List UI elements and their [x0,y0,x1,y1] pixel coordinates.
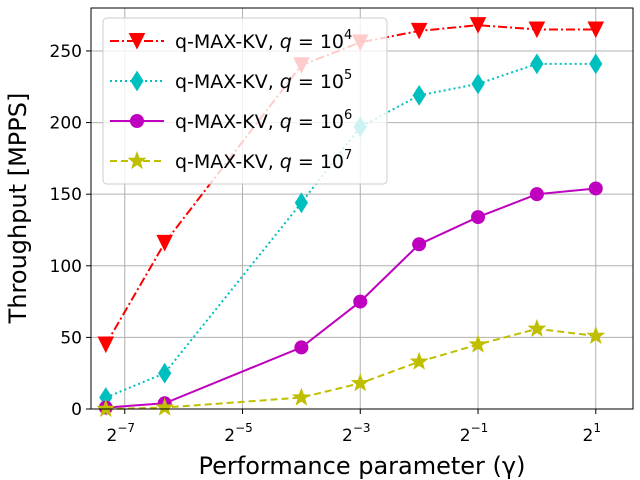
data-point [353,294,368,309]
data-point [588,181,603,196]
data-point [529,187,544,202]
series-2 [98,181,603,415]
data-point [586,325,606,345]
data-point [294,340,309,355]
series-line [105,327,596,410]
legend: q-MAX-KV, q = 104 q-MAX-KV, q = 105 q-MAX-… [102,17,388,185]
data-point [155,397,175,416]
y-axis-title: Throughput [MPPS] [4,93,32,325]
plot-frame [90,7,634,410]
legend-box [102,17,388,185]
x-tick-label: 2−7 [106,421,135,446]
series-line [105,187,596,409]
data-point [589,53,603,75]
x-tick-label: 2−3 [342,421,371,446]
data-point [97,336,115,354]
data-point [96,399,116,418]
x-tick-label: 21 [583,421,601,446]
legend-marker [130,114,144,128]
y-tick-label: 150 [50,185,82,205]
data-point [412,84,426,106]
data-point [468,334,488,353]
data-point [471,73,485,95]
y-tick-label: 200 [50,114,82,134]
data-point [158,362,172,384]
legend-label: q-MAX-KV, q = 106 [175,108,352,133]
data-point [156,234,173,252]
y-tick-label: 100 [50,257,82,277]
data-point [410,22,428,40]
legend-marker [130,70,144,92]
series-line [104,24,596,346]
y-tick-label: 0 [71,400,82,420]
data-point [469,17,487,34]
series-3 [96,318,606,418]
data-point [412,237,427,252]
y-tick-label: 250 [50,42,82,62]
data-point [528,21,546,39]
x-axis-title: Performance parameter (γ) [199,452,526,480]
data-point [294,192,308,214]
data-point [471,210,486,225]
series-layer [96,17,606,418]
data-point [350,373,370,392]
x-tick-label: 2−5 [224,421,253,446]
series-line [105,62,596,399]
data-point [527,318,547,337]
legend-marker [127,151,147,170]
data-point [530,53,544,75]
x-tick-label: 2−1 [460,421,489,446]
ticks: 0 50 100 150 200 250 2−7 2−5 2−3 2−1 21 [50,42,601,446]
y-tick-label: 50 [60,328,82,348]
data-point [409,351,429,370]
data-point [291,387,311,406]
legend-label: q-MAX-KV, q = 105 [175,68,352,93]
legend-label: q-MAX-KV, q = 104 [175,28,352,53]
data-point [587,21,605,39]
legend-marker [128,33,146,50]
legend-label: q-MAX-KV, q = 107 [175,148,352,173]
